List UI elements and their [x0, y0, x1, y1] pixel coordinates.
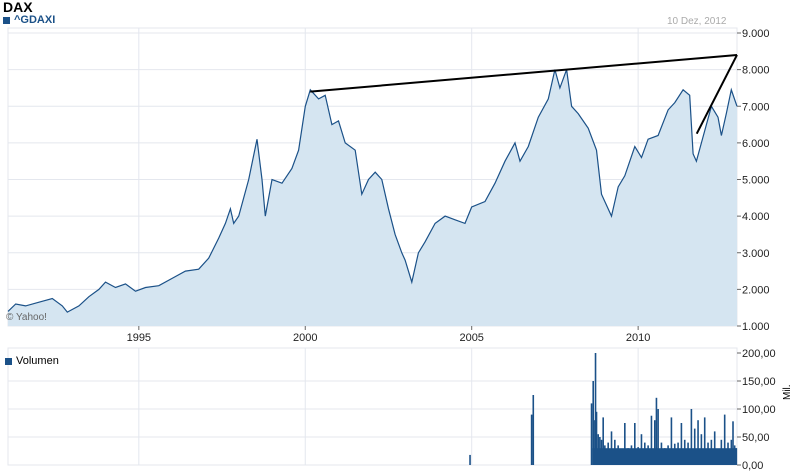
- volume-bar: [655, 397, 658, 465]
- legend-swatch: [5, 357, 12, 365]
- volume-bar: [657, 409, 659, 465]
- volume-tick-label: 50,00: [742, 432, 770, 444]
- volume-bar: [697, 420, 699, 465]
- legend-symbol: ^GDAXI: [14, 14, 56, 26]
- price-tick-label: 7.000: [742, 101, 770, 113]
- volume-bar: [592, 381, 594, 465]
- chart-title: DAX: [3, 0, 33, 15]
- volume-bar: [703, 417, 706, 465]
- trendline: [310, 53, 738, 93]
- volume-bar: [594, 353, 597, 465]
- legend-volume: Volumen: [5, 355, 59, 367]
- volume-bar: [650, 415, 653, 465]
- price-tick-label: 2.000: [742, 284, 770, 296]
- x-tick-label: 2005: [459, 332, 483, 344]
- trendline: [695, 54, 738, 135]
- volume-unit-label: Mil.: [782, 384, 793, 400]
- price-tick-label: 1.000: [742, 321, 770, 333]
- volume-bar: [624, 423, 626, 465]
- volume-bar: [602, 417, 604, 465]
- volume-plot-frame: [7, 347, 738, 466]
- legend-price: ^GDAXI: [3, 14, 55, 26]
- volume-tick-label: 150,00: [742, 376, 776, 388]
- price-tick-label: 6.000: [742, 138, 770, 150]
- volume-bar: [670, 417, 673, 465]
- volume-bar: [469, 454, 471, 465]
- watermark: © Yahoo!: [6, 312, 47, 323]
- volume-bar: [723, 414, 726, 465]
- price-tick-label: 5.000: [742, 175, 770, 187]
- price-tick-label: 4.000: [742, 211, 770, 223]
- chart-date: 10 Dez, 2012: [667, 16, 727, 27]
- price-line: [7, 69, 738, 313]
- volume-bar: [530, 414, 533, 465]
- volume-bar: [634, 423, 636, 465]
- legend-swatch: [3, 16, 10, 24]
- volume-bar: [595, 411, 598, 465]
- volume-bar: [690, 409, 693, 465]
- price-tick-label: 8.000: [742, 65, 770, 77]
- x-tick-label: 2000: [293, 332, 317, 344]
- price-tick-label: 3.000: [742, 248, 770, 260]
- price-area: [8, 69, 737, 326]
- volume-bar: [732, 421, 734, 465]
- volume-bar: [532, 395, 535, 465]
- volume-bar: [590, 403, 593, 465]
- legend-volume-label: Volumen: [16, 355, 59, 367]
- volume-bar: [680, 423, 683, 465]
- x-tick-label: 2010: [626, 332, 650, 344]
- x-tick-label: 1995: [127, 332, 151, 344]
- volume-base-bars: [592, 448, 737, 465]
- volume-tick-label: 200,00: [742, 348, 776, 360]
- volume-tick-label: 0,00: [742, 460, 763, 472]
- volume-tick-label: 100,00: [742, 404, 776, 416]
- volume-bar: [693, 428, 696, 465]
- price-tick-label: 9.000: [742, 28, 770, 40]
- volume-bar: [653, 420, 656, 465]
